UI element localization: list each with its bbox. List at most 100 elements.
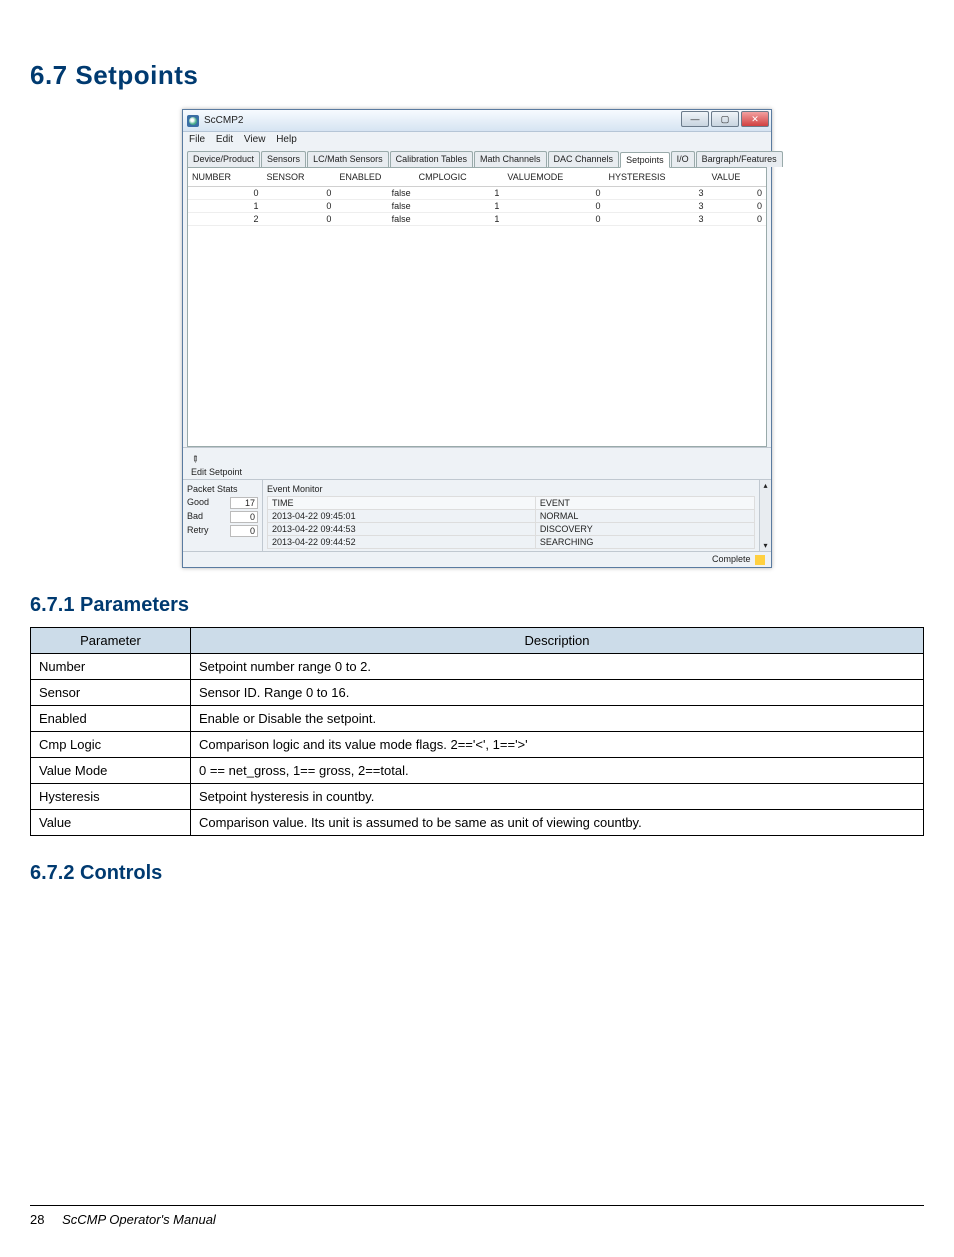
menu-file[interactable]: File	[189, 134, 205, 145]
cell: 0	[503, 213, 604, 226]
cell: false	[335, 213, 414, 226]
param-header-description: Description	[191, 627, 924, 653]
grid-row[interactable]: 1 0 false 1 0 3 0	[188, 200, 766, 213]
scrollbar[interactable]: ▴ ▾	[759, 480, 771, 551]
col-hysteresis[interactable]: HYSTERESIS	[605, 168, 708, 187]
tab-sensors[interactable]: Sensors	[261, 151, 306, 167]
col-cmplogic[interactable]: CMPLOGIC	[415, 168, 504, 187]
menubar: File Edit View Help	[183, 132, 771, 147]
param-desc: Enable or Disable the setpoint.	[191, 705, 924, 731]
em-row[interactable]: 2013-04-22 09:45:01 NORMAL	[268, 510, 755, 523]
em-event: DISCOVERY	[535, 523, 754, 536]
em-row[interactable]: 2013-04-22 09:44:53 DISCOVERY	[268, 523, 755, 536]
tab-device-product[interactable]: Device/Product	[187, 151, 260, 167]
param-row: ValueComparison value. Its unit is assum…	[31, 809, 924, 835]
doc-title: ScCMP Operator's Manual	[62, 1212, 216, 1227]
grid-row[interactable]: 2 0 false 1 0 3 0	[188, 213, 766, 226]
pencil-icon[interactable]: ✎	[188, 453, 201, 466]
em-time: 2013-04-22 09:44:52	[268, 536, 536, 549]
ps-value: 0	[230, 511, 258, 523]
param-name: Cmp Logic	[31, 731, 191, 757]
param-desc: Setpoint hysteresis in countby.	[191, 783, 924, 809]
maximize-button[interactable]: ▢	[711, 111, 739, 127]
menu-edit[interactable]: Edit	[216, 134, 233, 145]
ps-value: 0	[230, 525, 258, 537]
param-row: NumberSetpoint number range 0 to 2.	[31, 653, 924, 679]
lower-panel: Packet Stats Good 17 Bad 0 Retry 0 Event…	[183, 479, 771, 551]
param-header-parameter: Parameter	[31, 627, 191, 653]
cell: 1	[415, 187, 504, 200]
tab-lcmath-sensors[interactable]: LC/Math Sensors	[307, 151, 389, 167]
param-name: Sensor	[31, 679, 191, 705]
app-icon	[187, 115, 199, 127]
param-name: Number	[31, 653, 191, 679]
param-desc: Setpoint number range 0 to 2.	[191, 653, 924, 679]
tab-math-channels[interactable]: Math Channels	[474, 151, 547, 167]
cell: 0	[503, 187, 604, 200]
param-row: HysteresisSetpoint hysteresis in countby…	[31, 783, 924, 809]
ps-label: Retry	[187, 525, 209, 537]
tab-calibration-tables[interactable]: Calibration Tables	[390, 151, 473, 167]
cell: 0	[708, 213, 766, 226]
param-name: Value	[31, 809, 191, 835]
col-value[interactable]: VALUE	[708, 168, 766, 187]
col-enabled[interactable]: ENABLED	[335, 168, 414, 187]
param-name: Enabled	[31, 705, 191, 731]
col-valuemode[interactable]: VALUEMODE	[503, 168, 604, 187]
menu-help[interactable]: Help	[276, 134, 297, 145]
close-button[interactable]: ✕	[741, 111, 769, 127]
cell: false	[335, 200, 414, 213]
section-heading: 6.7 Setpoints	[30, 60, 924, 91]
status-indicator-icon	[755, 555, 765, 565]
em-col-time[interactable]: TIME	[268, 497, 536, 510]
ps-bad: Bad 0	[187, 510, 258, 524]
param-row: EnabledEnable or Disable the setpoint.	[31, 705, 924, 731]
param-row: Cmp LogicComparison logic and its value …	[31, 731, 924, 757]
packet-stats-title: Packet Stats	[187, 482, 258, 496]
minimize-button[interactable]: —	[681, 111, 709, 127]
param-desc: 0 == net_gross, 1== gross, 2==total.	[191, 757, 924, 783]
cell: 0	[708, 200, 766, 213]
em-row[interactable]: 2013-04-22 09:44:52 SEARCHING	[268, 536, 755, 549]
statusbar: Complete	[183, 551, 771, 567]
window-controls: — ▢ ✕	[681, 111, 769, 127]
param-desc: Sensor ID. Range 0 to 16.	[191, 679, 924, 705]
menu-view[interactable]: View	[244, 134, 266, 145]
em-event: NORMAL	[535, 510, 754, 523]
edit-setpoint-label[interactable]: Edit Setpoint	[191, 467, 242, 477]
cell: 0	[708, 187, 766, 200]
param-name: Hysteresis	[31, 783, 191, 809]
subsection-controls: 6.7.2 Controls	[30, 862, 924, 885]
scroll-down-icon[interactable]: ▾	[763, 541, 767, 550]
tab-setpoints[interactable]: Setpoints	[620, 152, 670, 168]
setpoints-grid: NUMBER SENSOR ENABLED CMPLOGIC VALUEMODE…	[188, 168, 766, 226]
ps-label: Good	[187, 497, 209, 509]
col-number[interactable]: NUMBER	[188, 168, 262, 187]
tab-bargraph-features[interactable]: Bargraph/Features	[696, 151, 783, 167]
tab-dac-channels[interactable]: DAC Channels	[548, 151, 620, 167]
col-sensor[interactable]: SENSOR	[262, 168, 335, 187]
cell: 1	[415, 200, 504, 213]
cell: 0	[188, 187, 262, 200]
param-row: SensorSensor ID. Range 0 to 16.	[31, 679, 924, 705]
cell: 3	[605, 187, 708, 200]
scroll-up-icon[interactable]: ▴	[763, 481, 767, 490]
tab-io[interactable]: I/O	[671, 151, 695, 167]
window-title: ScCMP2	[204, 115, 243, 126]
grid-row[interactable]: 0 0 false 1 0 3 0	[188, 187, 766, 200]
cell: 2	[188, 213, 262, 226]
param-desc: Comparison logic and its value mode flag…	[191, 731, 924, 757]
subsection-parameters: 6.7.1 Parameters	[30, 594, 924, 617]
cell: false	[335, 187, 414, 200]
param-name: Value Mode	[31, 757, 191, 783]
tabs-row: Device/Product Sensors LC/Math Sensors C…	[183, 147, 771, 167]
em-time: 2013-04-22 09:44:53	[268, 523, 536, 536]
edit-section: ✎ Edit Setpoint	[183, 447, 771, 479]
packet-stats: Packet Stats Good 17 Bad 0 Retry 0	[183, 480, 263, 551]
ps-retry: Retry 0	[187, 524, 258, 538]
em-col-event[interactable]: EVENT	[535, 497, 754, 510]
cell: 0	[262, 200, 335, 213]
param-desc: Comparison value. Its unit is assumed to…	[191, 809, 924, 835]
cell: 3	[605, 213, 708, 226]
event-monitor-grid: TIME EVENT 2013-04-22 09:45:01 NORMAL 20…	[267, 496, 755, 549]
